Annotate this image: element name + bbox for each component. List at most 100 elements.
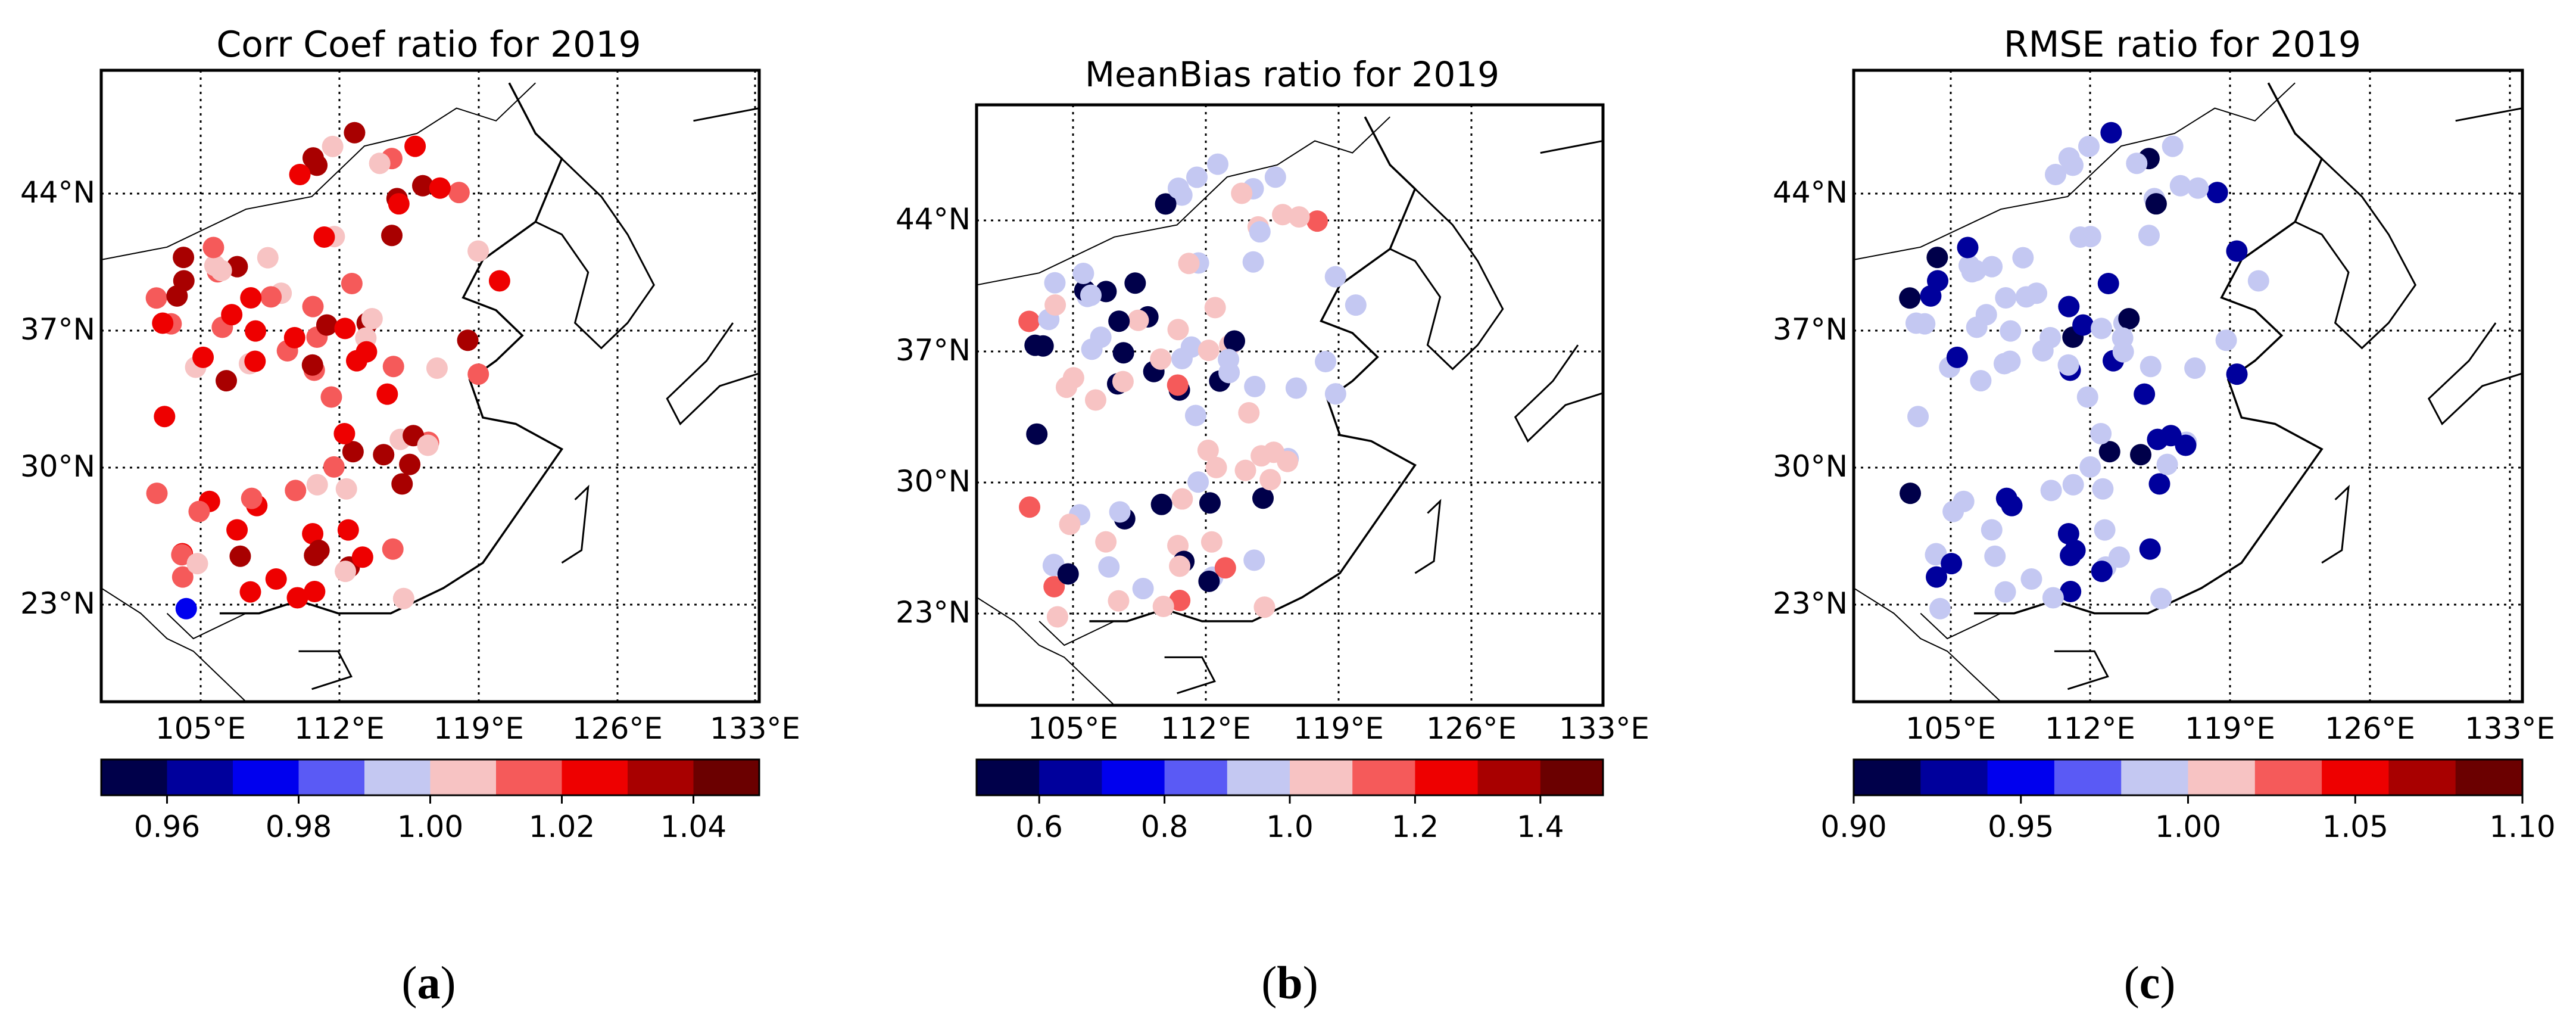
- coastline: [1974, 82, 2324, 615]
- station-marker: [302, 523, 324, 545]
- station-marker: [146, 483, 168, 505]
- boundary-line: [298, 650, 353, 690]
- station-marker: [2015, 286, 2037, 308]
- station-marker: [341, 272, 363, 294]
- station-marker: [1234, 459, 1256, 481]
- lat-label: 37°N: [20, 312, 95, 347]
- station-marker: [1907, 406, 1929, 428]
- station-marker: [1957, 236, 1979, 259]
- station-marker: [1018, 310, 1040, 332]
- boundary-line: [1920, 612, 2001, 640]
- lon-label: 119°E: [2185, 711, 2275, 746]
- station-marker: [1324, 266, 1346, 288]
- colorbar-segment: [167, 760, 233, 795]
- station-marker: [2150, 587, 2172, 609]
- colorbar-tick-label: 1.02: [529, 810, 595, 844]
- station-marker: [2187, 177, 2209, 199]
- boundary-line: [666, 107, 759, 426]
- colorbar-segment: [430, 760, 497, 795]
- colorbar-segment: [2254, 760, 2322, 795]
- station-marker: [1975, 304, 1997, 326]
- station-marker: [1169, 590, 1191, 612]
- panel-title: MeanBias ratio for 2019: [1085, 54, 1499, 95]
- colorbar-segment: [562, 760, 628, 795]
- station-marker: [2129, 444, 2151, 466]
- boundary-line: [2294, 158, 2417, 350]
- station-marker: [2112, 341, 2134, 363]
- station-marker: [260, 286, 282, 308]
- station-marker: [1218, 362, 1240, 384]
- lon-label: 112°E: [294, 711, 385, 746]
- station-marker: [2156, 453, 2178, 475]
- station-marker: [2069, 226, 2091, 248]
- station-marker: [2139, 538, 2161, 560]
- lat-label: 37°N: [1773, 312, 1848, 347]
- station-marker: [1259, 469, 1281, 491]
- lat-label: 23°N: [1773, 586, 1848, 621]
- colorbar-segment: [1290, 760, 1353, 795]
- station-marker: [1929, 597, 1951, 620]
- station-marker: [411, 175, 434, 197]
- station-marker: [2042, 587, 2064, 609]
- station-marker: [2057, 354, 2079, 376]
- station-marker: [1207, 153, 1229, 175]
- map-geography: [101, 70, 759, 702]
- station-marker: [2118, 307, 2140, 329]
- colorbar-segment: [1540, 760, 1604, 795]
- station-marker: [1306, 210, 1328, 232]
- station-marker: [1205, 456, 1227, 478]
- colorbar-segment: [298, 760, 365, 795]
- station-marker: [257, 247, 279, 269]
- station-marker: [188, 500, 210, 522]
- station-marker: [1080, 284, 1102, 306]
- station-marker: [1184, 404, 1206, 427]
- station-marker: [2092, 478, 2114, 500]
- map-geography: [977, 105, 1603, 705]
- station-marker: [1180, 336, 1202, 358]
- station-marker: [1024, 334, 1046, 356]
- station-marker: [283, 326, 305, 348]
- station-marker: [417, 434, 439, 456]
- station-marker: [2226, 240, 2248, 262]
- station-marker: [1108, 310, 1130, 332]
- colorbar-tick-label: 0.96: [134, 810, 200, 844]
- colorbar-segment: [1102, 760, 1165, 795]
- lat-label: 23°N: [896, 595, 971, 630]
- station-marker: [361, 307, 383, 329]
- colorbar-tick-label: 1.00: [397, 810, 463, 844]
- colorbar-segment: [2188, 760, 2256, 795]
- caption-letter: b: [1277, 957, 1303, 1009]
- station-marker: [2215, 329, 2237, 351]
- station-marker: [1197, 340, 1220, 362]
- station-marker: [1964, 260, 1986, 282]
- colorbar-segment: [1352, 760, 1415, 795]
- station-marker: [1252, 487, 1274, 509]
- station-marker: [2094, 519, 2116, 541]
- station-markers: [1899, 122, 2269, 620]
- station-marker: [285, 480, 307, 502]
- station-marker: [1167, 319, 1189, 341]
- station-marker: [171, 544, 193, 566]
- station-marker: [1108, 590, 1130, 612]
- station-marker: [2044, 163, 2066, 185]
- station-marker: [175, 597, 197, 620]
- station-marker: [2060, 544, 2082, 567]
- lon-label: 105°E: [1906, 711, 1996, 746]
- map-frame: [1852, 69, 2524, 704]
- station-marker: [1059, 513, 1081, 536]
- station-marker: [2138, 225, 2160, 247]
- station-marker: [2100, 122, 2122, 144]
- station-marker: [1315, 351, 1337, 373]
- station-marker: [1186, 166, 1208, 188]
- station-marker: [1899, 287, 1921, 309]
- station-marker: [2097, 272, 2119, 294]
- station-marker: [186, 553, 208, 575]
- lon-label: 105°E: [1028, 711, 1118, 746]
- colorbar-tick-label: 1.2: [1392, 810, 1439, 844]
- lon-label: 133°E: [710, 711, 800, 746]
- caption-a: (a): [401, 957, 456, 1009]
- station-marker: [429, 177, 451, 199]
- station-marker: [302, 295, 324, 318]
- caption-b: (b): [1261, 957, 1318, 1009]
- colorbar-segment: [1227, 760, 1290, 795]
